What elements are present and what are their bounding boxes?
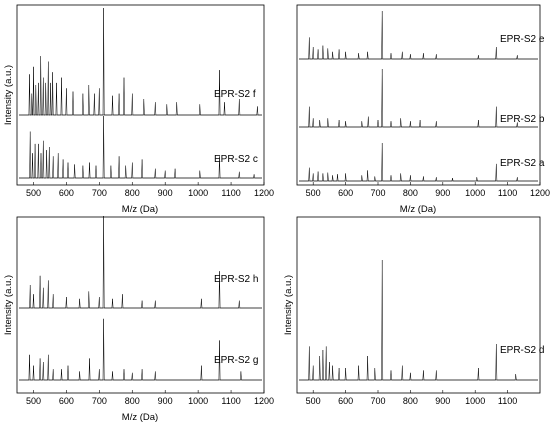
y-axis-label: Intensity (a.u.) (283, 275, 294, 335)
plot-frame (17, 217, 264, 393)
x-tick-label: 1100 (221, 188, 240, 198)
panel-bottom-right: 500 600 700 800 900 1000 1100 EPR-S2 d Intensit… (283, 217, 544, 406)
x-tick-label: 1100 (498, 188, 517, 198)
x-tick-label: 600 (59, 396, 74, 406)
plot-area: 500 600 700 800 900 1000 1100 EPR-S2 d (299, 260, 544, 406)
series-label: EPR-S2 e (500, 34, 545, 45)
x-tick-label: 1200 (254, 188, 274, 198)
panel-top-left: 500 600 700 800 900 1000 1100 1200 EPR-S2 f EPR-S… (3, 5, 274, 215)
y-axis-label: Intensity (a.u.) (3, 65, 14, 125)
panel-bottom-left: 500 600 700 800 900 1000 1100 1200 EPR-S2 h EPR-S… (3, 216, 274, 423)
x-tick-label: 600 (338, 188, 353, 198)
x-tick-label: 800 (125, 188, 140, 198)
x-tick-label: 500 (26, 396, 41, 406)
series-label: EPR-S2 f (214, 89, 256, 100)
x-tick-label: 900 (435, 396, 450, 406)
x-tick-label: 900 (435, 188, 450, 198)
series-label: EPR-S2 g (214, 355, 258, 366)
x-tick-label: 900 (158, 396, 173, 406)
x-tick-label: 1100 (221, 396, 240, 406)
x-tick-label: 1000 (188, 188, 208, 198)
y-axis-label: Intensity (a.u.) (3, 275, 14, 335)
x-tick-label: 600 (338, 396, 353, 406)
x-tick-label: 700 (370, 396, 385, 406)
x-tick-label: 1100 (498, 396, 517, 406)
x-axis-label: M/z (Da) (400, 204, 436, 215)
x-tick-label: 1200 (254, 396, 274, 406)
spectrum-trace (19, 319, 262, 380)
plot-area: 500 600 700 800 900 1000 1100 1200 EPR-S2 f EPR-S… (19, 8, 274, 198)
x-tick-label: 700 (92, 188, 107, 198)
x-tick-label: 500 (306, 396, 321, 406)
x-tick-label: 900 (158, 188, 173, 198)
series-label: EPR-S2 c (214, 154, 258, 165)
x-tick-label: 800 (403, 396, 418, 406)
x-tick-label: 600 (59, 188, 74, 198)
series-label: EPR-S2 b (500, 114, 545, 125)
x-axis-label: M/z (Da) (122, 204, 158, 215)
plot-area: 500 600 700 800 900 1000 1100 1200 EPR-S2 e EPR-S… (299, 11, 550, 198)
plot-frame (297, 217, 540, 393)
series-label: EPR-S2 h (214, 274, 258, 285)
spectrum-trace (19, 216, 262, 308)
x-tick-label: 800 (403, 188, 418, 198)
x-tick-label: 1000 (188, 396, 208, 406)
panel-top-right: 500 600 700 800 900 1000 1100 1200 EPR-S2 e EPR-S… (297, 5, 550, 215)
x-tick-label: 700 (370, 188, 385, 198)
spectrum-trace (19, 116, 262, 178)
x-tick-label: 1200 (530, 188, 550, 198)
x-tick-label: 500 (26, 188, 41, 198)
spectrum-trace (299, 260, 538, 380)
x-axis-label: M/z (Da) (122, 412, 158, 423)
x-tick-label: 700 (92, 396, 107, 406)
series-label: EPR-S2 a (500, 158, 545, 169)
x-tick-label: 1000 (465, 188, 485, 198)
plot-area: 500 600 700 800 900 1000 1100 1200 EPR-S2 h EPR-S… (19, 216, 274, 406)
x-tick-label: 500 (306, 188, 321, 198)
series-label: EPR-S2 d (500, 345, 544, 356)
x-tick-label: 1000 (465, 396, 485, 406)
x-tick-label: 800 (125, 396, 140, 406)
